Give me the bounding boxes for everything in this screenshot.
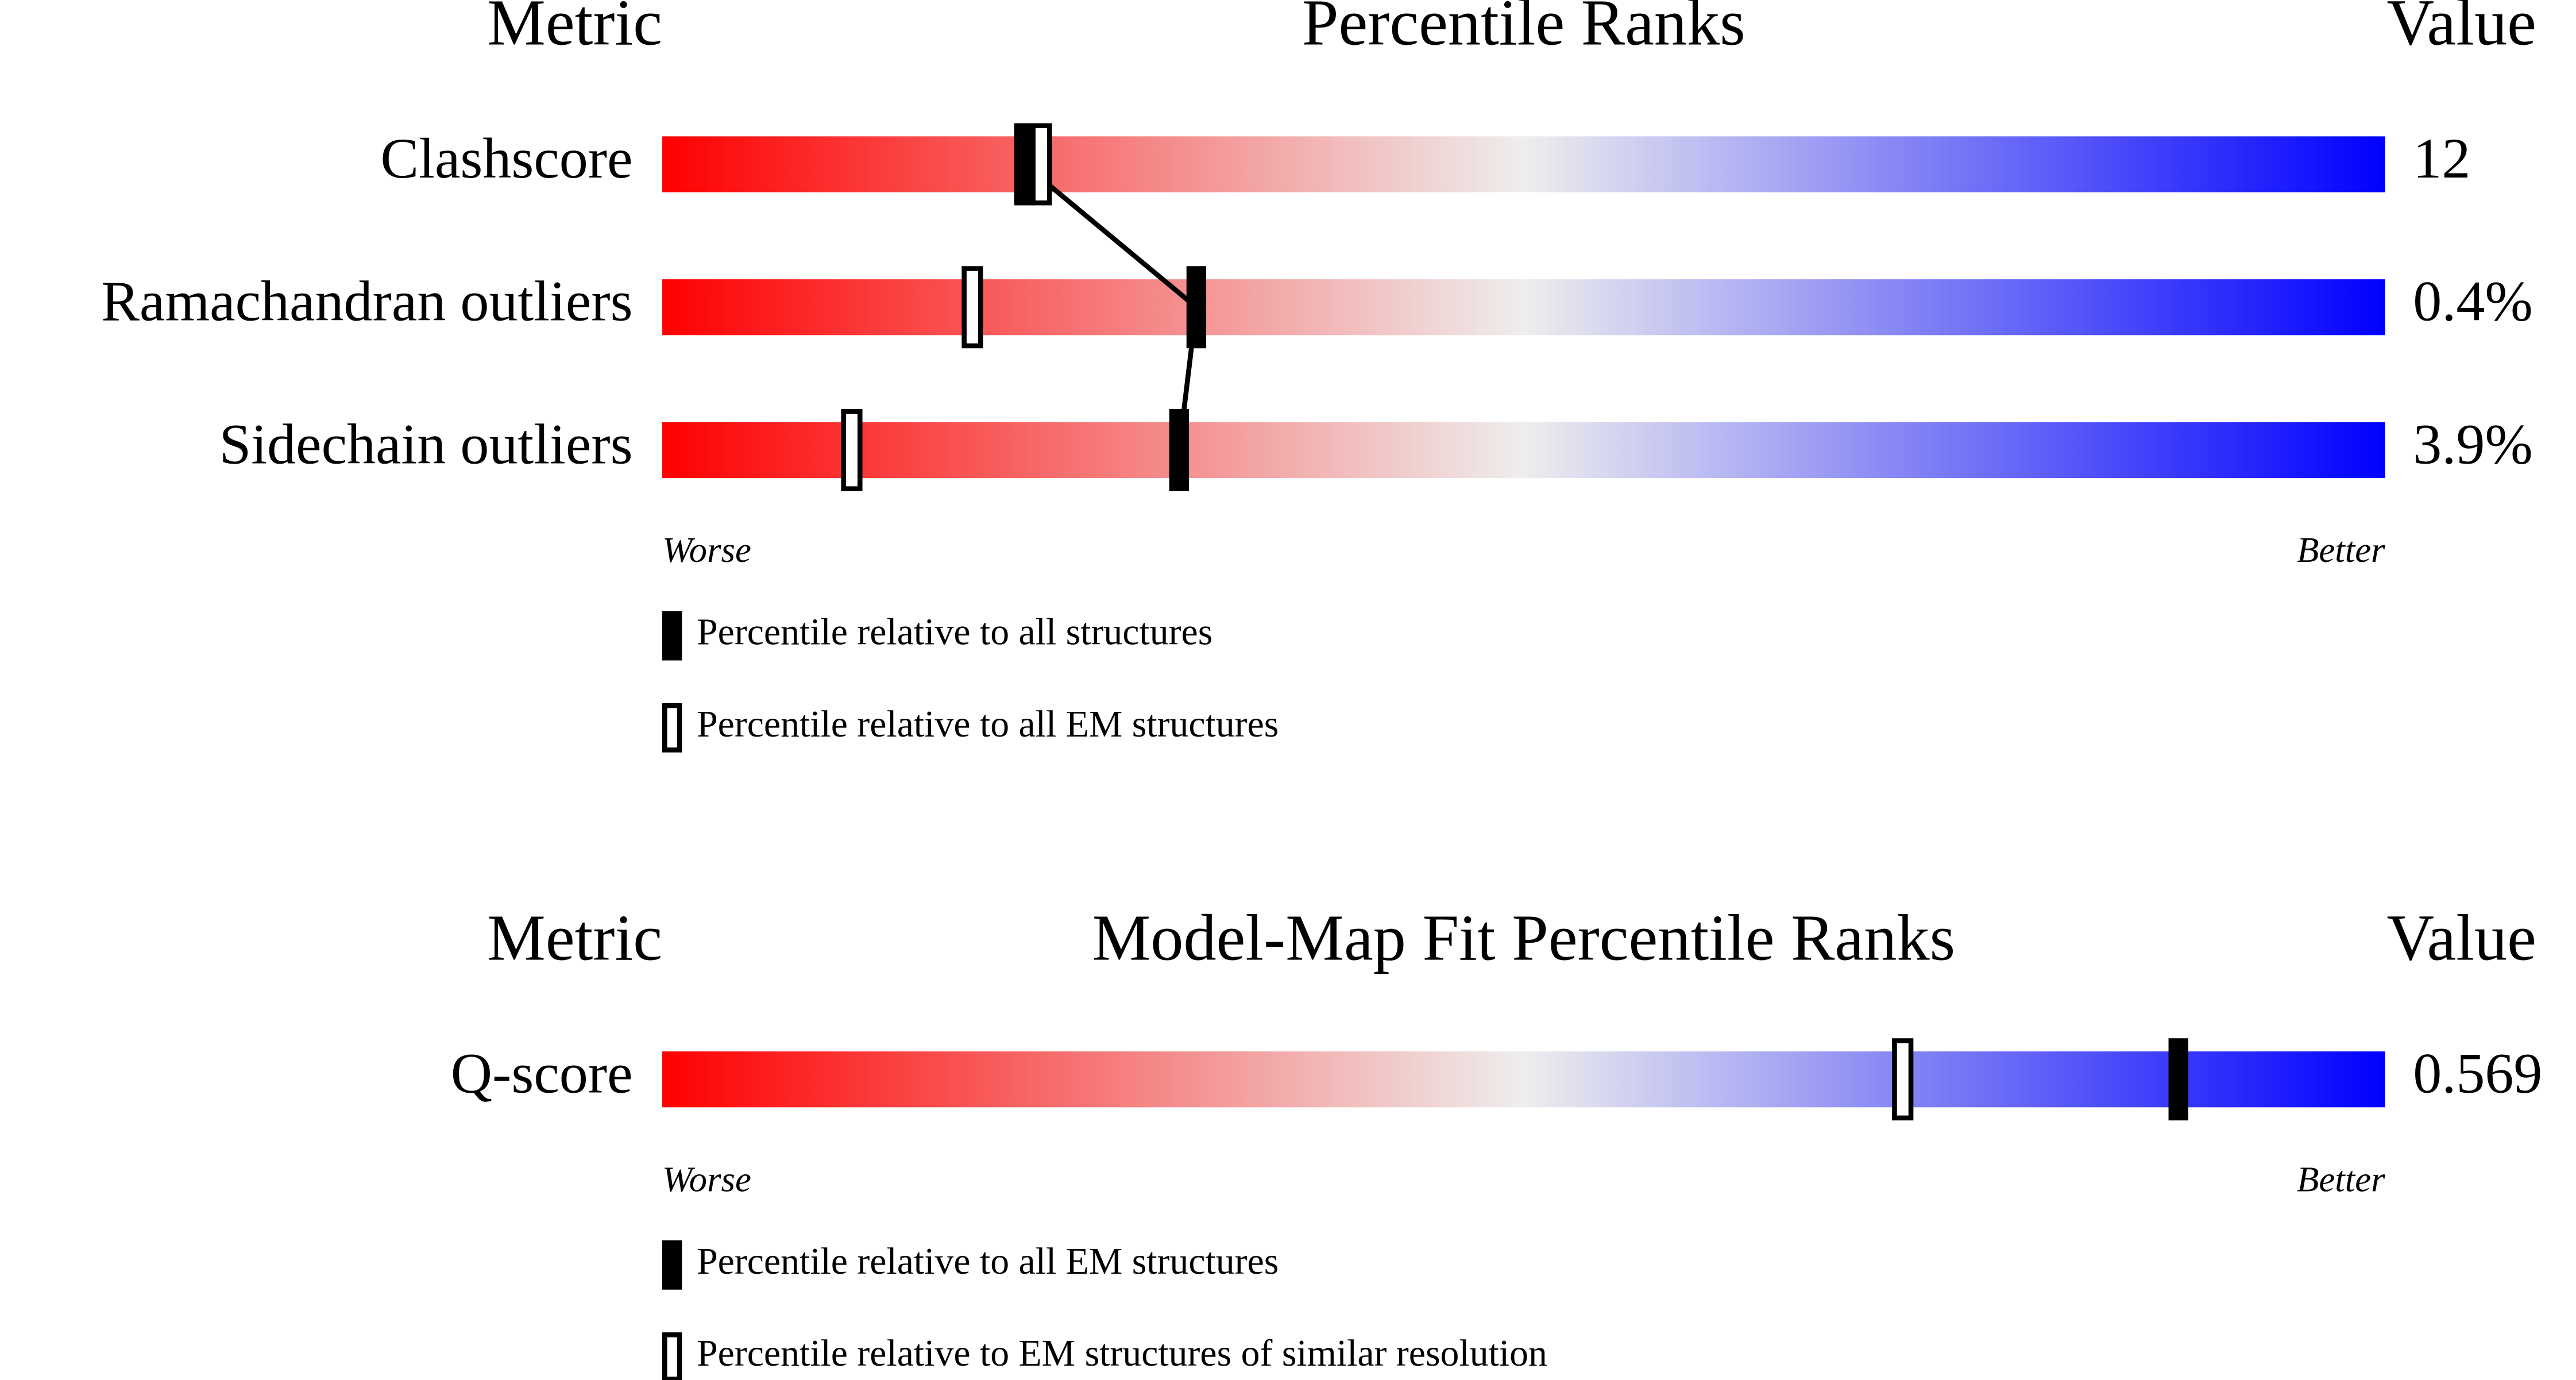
legend-label: Percentile relative to EM structures of … <box>697 1332 1547 1374</box>
marker-filled <box>1014 123 1034 206</box>
percentile-bar <box>662 136 2385 192</box>
low-label: Worse <box>662 1159 751 1199</box>
marker-filled <box>2168 1038 2188 1121</box>
percentile-bar <box>662 279 2385 336</box>
legend-label: Percentile relative to all structures <box>697 611 1212 653</box>
metric-value: 3.9% <box>2413 412 2532 476</box>
value-header: Value <box>2387 901 2536 974</box>
metric-header: Metric <box>487 0 662 59</box>
marker-filled <box>1169 409 1189 491</box>
marker-open <box>841 409 863 491</box>
marker-open <box>961 266 983 349</box>
percentile-bar <box>662 1051 2385 1108</box>
low-label: Worse <box>662 530 751 570</box>
legend-icon-open <box>662 703 682 753</box>
legend-icon-open <box>662 1332 682 1380</box>
marker-filled <box>1186 266 1207 349</box>
metric-value: 0.4% <box>2413 269 2532 333</box>
high-label: Better <box>2297 530 2385 570</box>
chart-title: Percentile Ranks <box>1302 0 1745 59</box>
metric-label: Sidechain outliers <box>219 412 633 476</box>
metric-label: Clashscore <box>380 126 632 190</box>
metric-value: 12 <box>2413 126 2470 190</box>
value-header: Value <box>2387 0 2536 59</box>
legend-label: Percentile relative to all EM structures <box>697 703 1279 745</box>
legend-icon-filled <box>662 611 682 661</box>
marker-open <box>1030 123 1052 206</box>
chart-title: Model-Map Fit Percentile Ranks <box>1092 901 1956 974</box>
legend-label: Percentile relative to all EM structures <box>697 1240 1279 1282</box>
marker-open <box>1892 1038 1914 1121</box>
metric-value: 0.569 <box>2413 1042 2542 1105</box>
metric-header: Metric <box>487 901 662 974</box>
metric-label: Q-score <box>451 1042 633 1105</box>
percentile-bar <box>662 422 2385 479</box>
legend-icon-filled <box>662 1240 682 1290</box>
metric-label: Ramachandran outliers <box>101 269 632 333</box>
high-label: Better <box>2297 1159 2385 1199</box>
